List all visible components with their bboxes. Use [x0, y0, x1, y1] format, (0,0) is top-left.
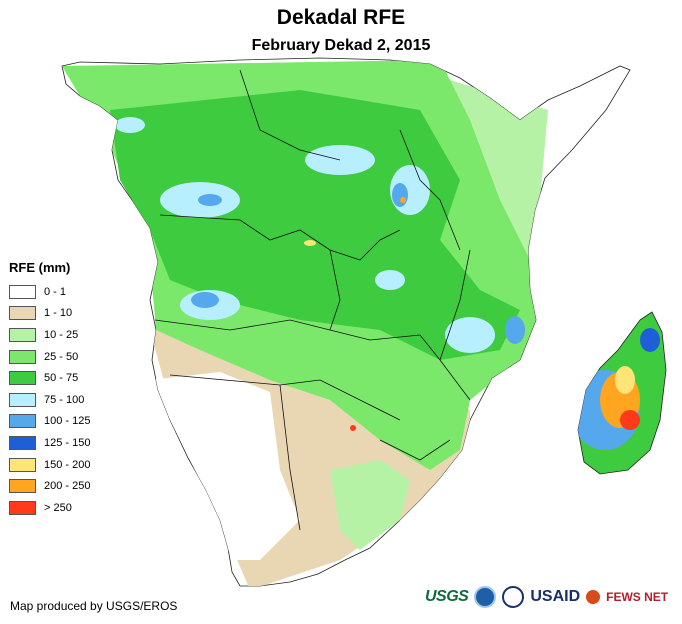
legend-swatch [9, 500, 36, 515]
usaid-seal-icon [502, 586, 525, 608]
legend-label: > 250 [44, 501, 72, 514]
legend-item: 200 - 250 [9, 475, 149, 497]
legend-swatch [9, 306, 36, 321]
zone-10-25mm-south [330, 460, 410, 550]
legend-item: 75 - 100 [9, 389, 149, 411]
legend-item: > 250 [9, 497, 149, 519]
zone-100-150mm [191, 183, 525, 344]
legend-item: 25 - 50 [9, 346, 149, 368]
legend-label: 200 - 250 [44, 480, 91, 493]
credit-text: Map produced by USGS/EROS [10, 599, 178, 613]
legend-swatch [9, 414, 36, 429]
legend-label: 125 - 150 [44, 436, 91, 449]
legend: RFE (mm) 0 - 1 1 - 10 10 - 25 25 - 50 50 - 7… [9, 260, 149, 519]
legend-item: 50 - 75 [9, 367, 149, 389]
logo-bar: USGS USAID FEWS NET [425, 586, 668, 608]
country-borders [154, 69, 471, 531]
legend-item: 150 - 200 [9, 454, 149, 476]
legend-swatch [9, 349, 36, 364]
legend-item: 1 - 10 [9, 303, 149, 325]
map-subtitle: February Dekad 2, 2015 [251, 37, 431, 54]
legend-swatch [9, 284, 36, 299]
map-title: Dekadal RFE [276, 6, 406, 29]
legend-swatch [9, 327, 36, 342]
fews-net-logo: FEWS NET [606, 590, 669, 604]
legend-label: 150 - 200 [44, 458, 91, 471]
legend-item: 100 - 125 [9, 411, 149, 433]
zone-0-1mm [150, 372, 300, 560]
legend-item: 125 - 150 [9, 432, 149, 454]
legend-item: 0 - 1 [9, 281, 149, 303]
legend-item: 10 - 25 [9, 324, 149, 346]
legend-swatch [9, 392, 36, 407]
legend-swatch [9, 435, 36, 450]
fews-globe-icon [586, 590, 601, 604]
noaa-seal-icon [474, 586, 497, 608]
legend-label: 75 - 100 [44, 393, 85, 406]
legend-label: 0 - 1 [44, 285, 67, 298]
legend-label: 1 - 10 [44, 307, 73, 320]
usaid-logo: USAID [530, 588, 581, 605]
legend-swatch [9, 479, 36, 494]
zone-150-250mm [304, 197, 406, 431]
legend-label: 25 - 50 [44, 350, 79, 363]
legend-label: 10 - 25 [44, 328, 79, 341]
legend-label: 50 - 75 [44, 372, 79, 385]
legend-swatch [9, 371, 36, 386]
legend-label: 100 - 125 [44, 415, 91, 428]
usgs-logo: USGS [425, 588, 469, 605]
legend-swatch [9, 457, 36, 472]
legend-title: RFE (mm) [9, 260, 71, 275]
